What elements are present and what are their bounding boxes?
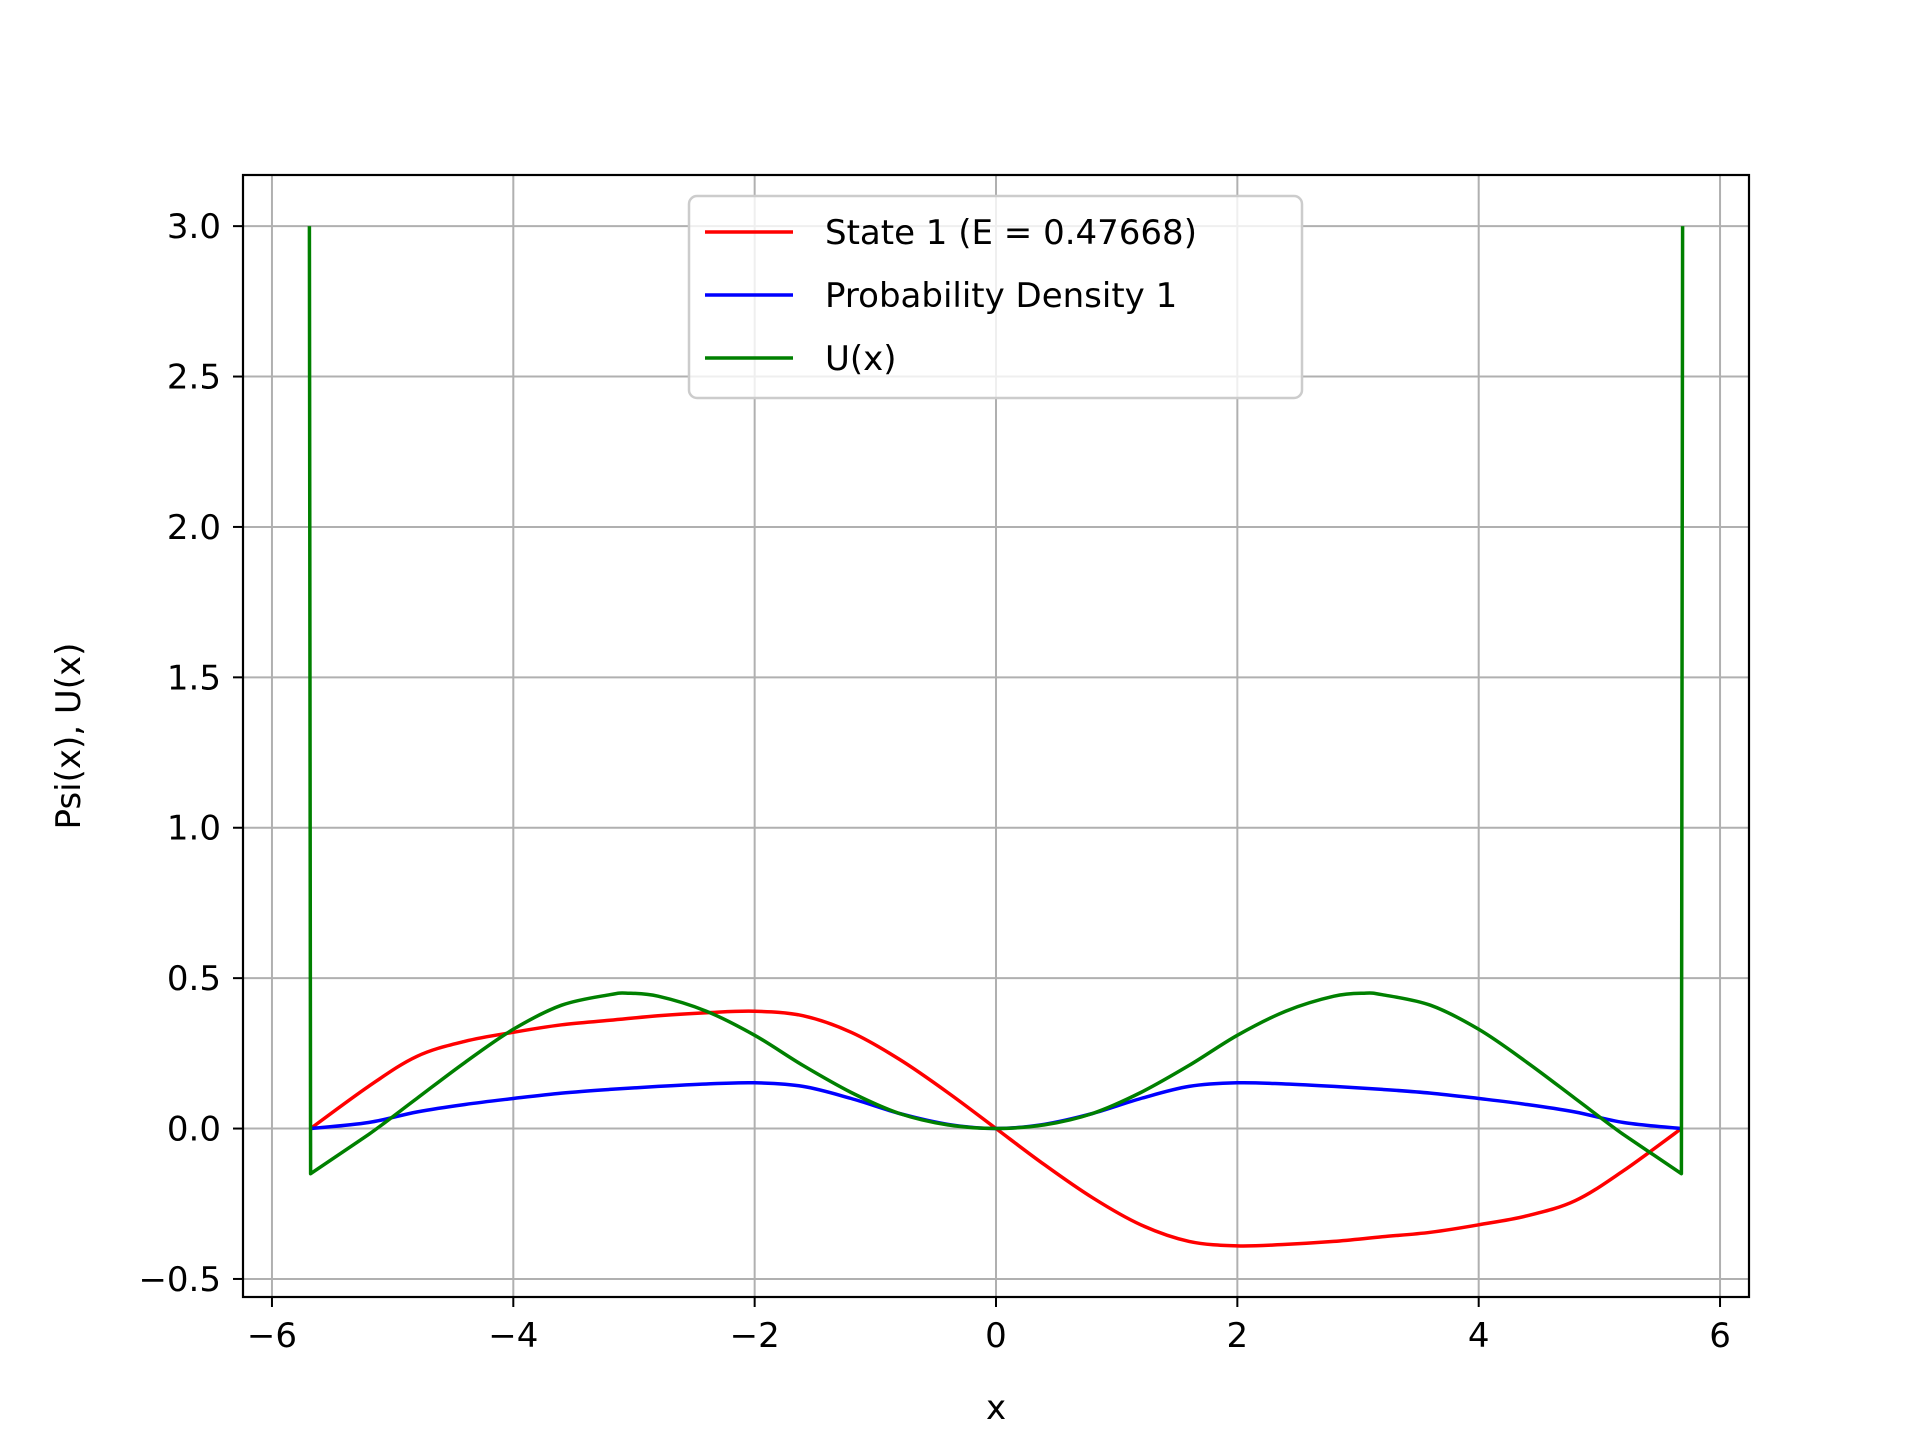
legend: State 1 (E = 0.47668) Probability Density… (687, 194, 1304, 400)
x-tick-label: 0 (985, 1316, 1007, 1356)
x-tick-label: 2 (1227, 1316, 1249, 1356)
legend-label-2: Probability Density 1 (825, 276, 1177, 316)
x-tick-label: −4 (488, 1316, 538, 1356)
y-tick-label: 1.5 (167, 658, 221, 698)
y-tick-label: −0.5 (138, 1260, 221, 1300)
y-tick-label: 2.5 (167, 358, 221, 398)
y-tick-label: 1.0 (167, 809, 221, 849)
y-tick-label: 0.5 (167, 959, 221, 999)
x-tick-label: 4 (1468, 1316, 1490, 1356)
series-line-3 (307, 226, 1685, 1176)
y-tick-label: 2.0 (167, 508, 221, 548)
legend-box (687, 194, 1304, 400)
x-tick-label: −2 (730, 1316, 780, 1356)
x-axis-label: x (986, 1388, 1006, 1428)
y-tick-label: 3.0 (167, 207, 221, 247)
axis-ticks: −6 −4 −2 0 2 4 6 −0.5 0.0 0.5 1.0 1.5 2.0 2.5 3.0 (138, 207, 1730, 1356)
y-tick-label: 0.0 (167, 1110, 221, 1150)
legend-label-3: U(x) (825, 339, 897, 379)
legend-label-1: State 1 (E = 0.47668) (825, 213, 1197, 253)
x-tick-label: 6 (1709, 1316, 1731, 1356)
x-tick-label: −6 (247, 1316, 297, 1356)
series-lines (307, 226, 1685, 1248)
y-axis-label: Psi(x), U(x) (49, 643, 89, 830)
